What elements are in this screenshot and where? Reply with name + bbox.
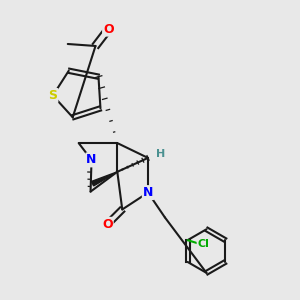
Text: H: H (156, 149, 166, 159)
Text: N: N (143, 186, 153, 199)
Text: O: O (103, 22, 114, 36)
Text: Cl: Cl (197, 239, 209, 249)
Polygon shape (92, 172, 117, 186)
Text: N: N (86, 153, 97, 167)
Text: O: O (102, 218, 113, 231)
Text: S: S (48, 89, 57, 102)
